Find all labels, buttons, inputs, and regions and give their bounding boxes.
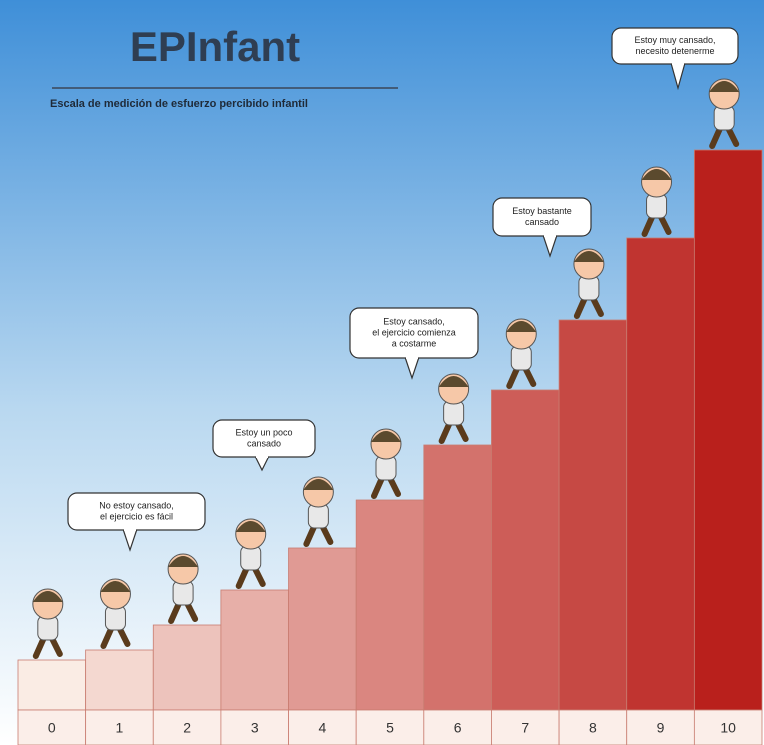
step [627, 238, 695, 710]
character-body [714, 106, 734, 130]
character-body [308, 504, 328, 528]
bubble-tail-cover [406, 355, 418, 359]
character-body [105, 606, 125, 630]
step-number: 4 [318, 720, 326, 736]
bubble-text: Estoy bastante [512, 206, 572, 216]
step [424, 445, 492, 710]
step-number: 6 [454, 720, 462, 736]
step [289, 548, 357, 710]
step [18, 660, 86, 710]
step [86, 650, 154, 710]
character-body [376, 456, 396, 480]
character-body [38, 616, 58, 640]
bubble-text: Estoy muy cansado, [634, 35, 715, 45]
step-number: 7 [521, 720, 529, 736]
character-body [173, 581, 193, 605]
bubble-text: el ejercicio es fácil [100, 511, 173, 521]
bubble-text: Estoy un poco [235, 427, 292, 437]
step-number: 9 [657, 720, 665, 736]
step [221, 590, 289, 710]
character-body [579, 276, 599, 300]
step-number: 0 [48, 720, 56, 736]
character-body [444, 401, 464, 425]
infographic: EPInfant Escala de medición de esfuerzo … [0, 0, 764, 745]
bubble-tail-cover [124, 527, 136, 531]
bubble-text: el ejercicio comienza [372, 327, 456, 337]
bubble-text: a costarme [392, 338, 437, 348]
character-body [511, 346, 531, 370]
step [153, 625, 221, 710]
bubble-text: Estoy cansado, [383, 316, 445, 326]
subtitle: Escala de medición de esfuerzo percibido… [50, 98, 308, 110]
step [356, 500, 424, 710]
bubble-text: cansado [247, 438, 281, 448]
step-number: 10 [720, 720, 736, 736]
step-number: 1 [116, 720, 124, 736]
character-body [647, 194, 667, 218]
bubble-tail-cover [672, 61, 684, 65]
bubble-text: No estoy cansado, [99, 500, 174, 510]
step [559, 320, 627, 710]
step-number: 5 [386, 720, 394, 736]
bubble-tail-cover [544, 233, 556, 237]
bubble-text: cansado [525, 217, 559, 227]
bubble-tail-cover [256, 454, 268, 458]
bubble-text: necesito detenerme [635, 46, 714, 56]
character-body [241, 546, 261, 570]
step-number: 8 [589, 720, 597, 736]
title: EPInfant [130, 23, 300, 70]
step [491, 390, 559, 710]
step [694, 150, 762, 710]
step-number: 3 [251, 720, 259, 736]
step-number: 2 [183, 720, 191, 736]
